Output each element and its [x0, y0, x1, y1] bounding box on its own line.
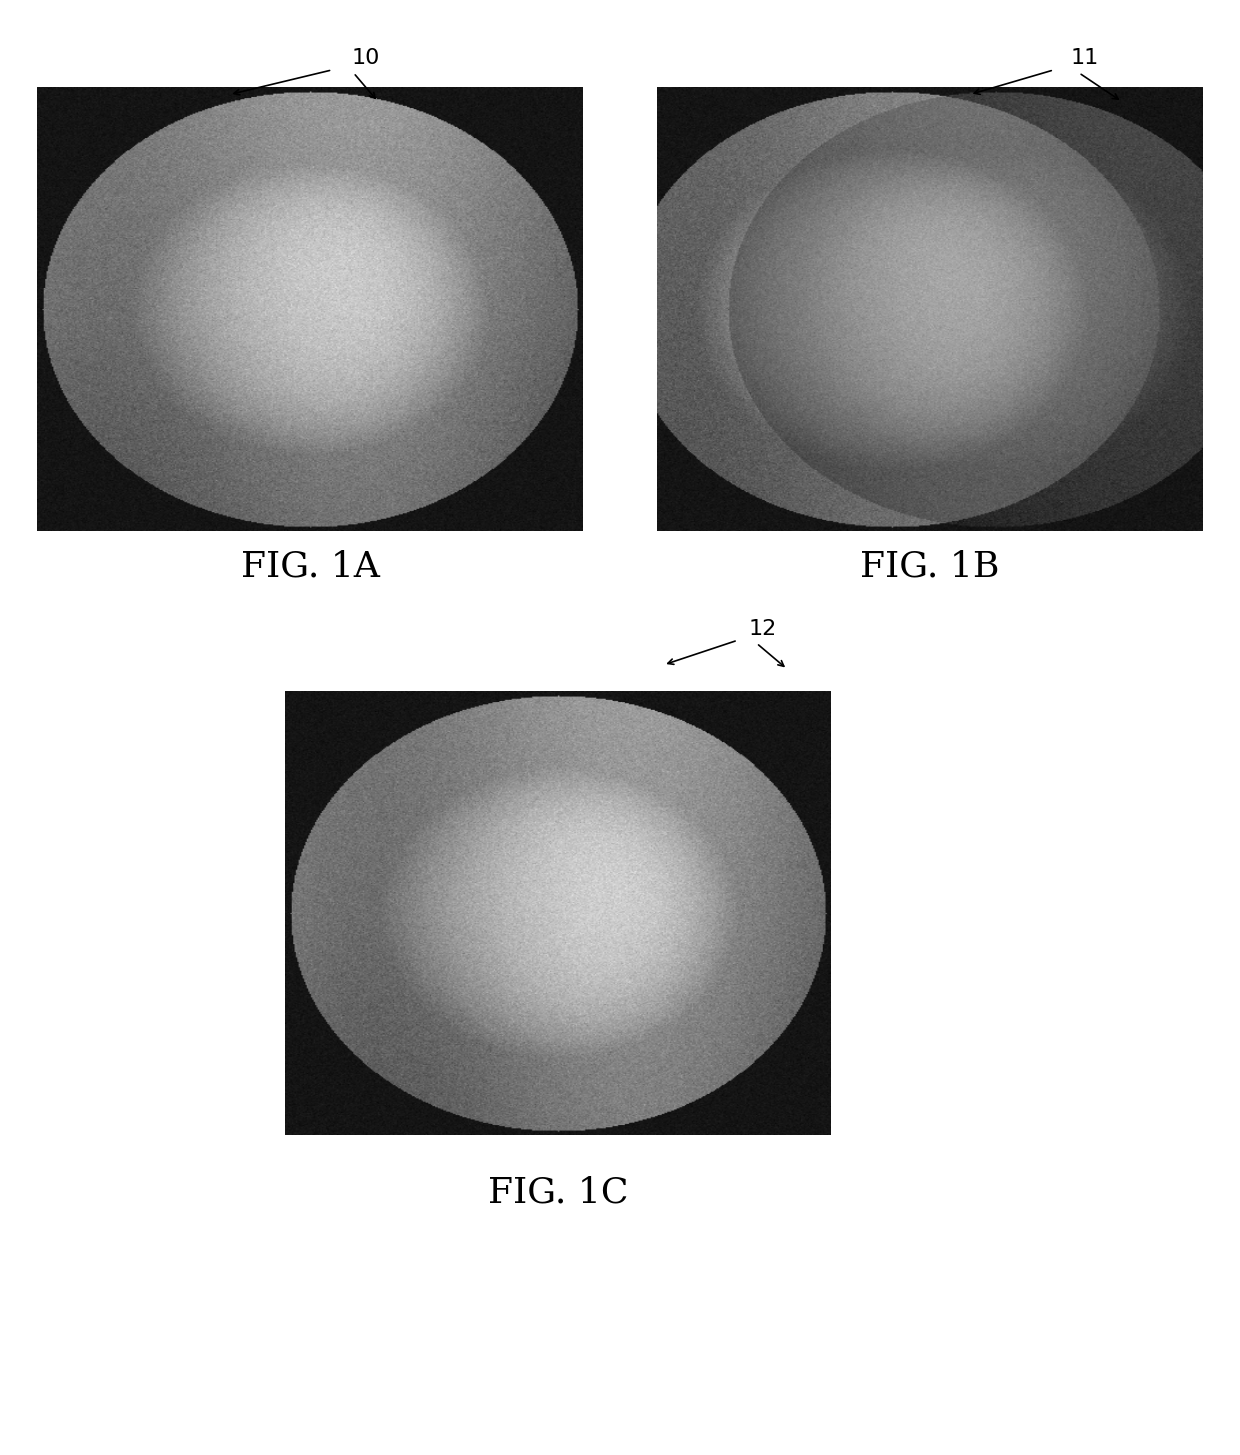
Text: 12: 12: [749, 618, 776, 639]
Text: FIG. 1B: FIG. 1B: [861, 550, 999, 583]
Text: FIG. 1A: FIG. 1A: [241, 550, 379, 583]
Text: 10: 10: [352, 48, 379, 68]
Text: FIG. 1C: FIG. 1C: [487, 1176, 629, 1209]
Text: 11: 11: [1071, 48, 1099, 68]
